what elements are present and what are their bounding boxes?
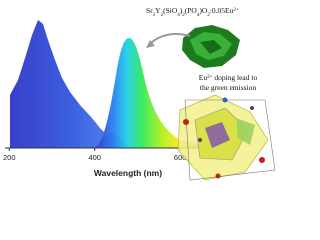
- tick-label: 200: [3, 153, 16, 162]
- text-part: (SiO: [163, 6, 178, 15]
- text-part: Y: [155, 6, 161, 15]
- text-part: )O: [199, 6, 207, 15]
- text-part: 4: [177, 13, 180, 18]
- excitation-spectrum: [10, 20, 130, 148]
- text-part: 2: [182, 13, 185, 18]
- caption-line: Eu2+ doping lead to: [199, 73, 258, 82]
- text-part: Eu: [199, 73, 208, 82]
- text-part: (PO: [185, 6, 198, 15]
- axis-label: Wavelength (nm): [94, 168, 162, 178]
- sample-photo: [182, 25, 240, 68]
- text-part: doping lead to: [212, 73, 257, 82]
- formula: Sr3Y2(SiO4)2(PO4)O2:0.05Eu2+: [146, 6, 239, 18]
- caption-line: the green emission: [200, 83, 256, 92]
- spectra: [10, 20, 240, 148]
- crystal-structure: [177, 94, 276, 181]
- arrow-head: [146, 40, 155, 48]
- text-part: 2: [207, 13, 210, 18]
- text-part: 2+: [207, 75, 213, 80]
- text-part: ): [180, 6, 183, 15]
- arrow: [149, 33, 191, 45]
- text-part: 3: [153, 13, 156, 18]
- emission-spectrum: [95, 38, 240, 148]
- text-part: 2: [161, 13, 164, 18]
- text-part: 4: [197, 13, 200, 18]
- tick-label: 400: [88, 153, 101, 162]
- figure: Wavelength (nm) 200 400 600 Sr3Y2(SiO4)2(P…: [3, 6, 276, 181]
- tick-label: 600: [174, 153, 187, 162]
- text-part: Sr: [146, 6, 153, 15]
- text-part: :0.05Eu: [210, 6, 234, 15]
- text-part: 2+: [233, 8, 239, 13]
